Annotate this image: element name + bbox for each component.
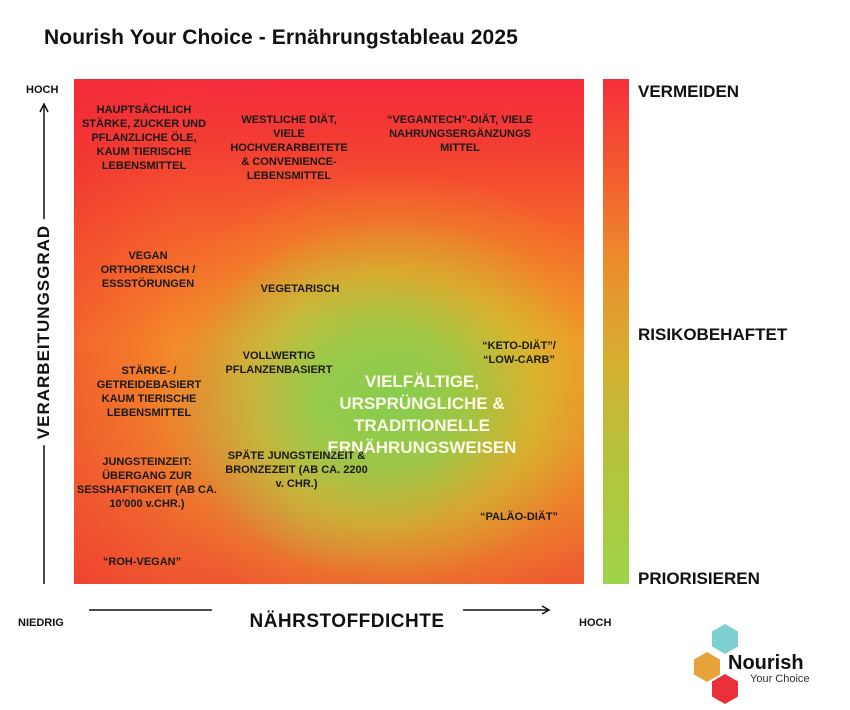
logo-tagline: Your Choice [750, 673, 810, 685]
risk-color-scale [603, 79, 629, 584]
y-axis-label: VERARBEITUNGSGRAD [34, 218, 54, 446]
diet-label-raw-vegan: “ROH-VEGAN” [102, 556, 182, 568]
diet-label-grain-based: STÄRKE- / GETREIDEBASIERT KAUM TIERISCHE… [96, 365, 202, 419]
diet-label-western: WESTLICHE DIÄT, VIELE HOCHVERARBEITETE &… [230, 114, 348, 182]
diet-label-wholefood-plant: VOLLWERTIG PFLANZENBASIERT [225, 350, 333, 376]
diet-matrix-panel: HAUPTSÄCHLICH STÄRKE, ZUCKER UND PFLANZL… [74, 79, 584, 584]
diet-label-late-neolithic: SPÄTE JUNGSTEINZEIT & BRONZEZEIT (AB CA.… [225, 450, 368, 490]
page-title: Nourish Your Choice - Ernährungstableau … [44, 26, 518, 49]
diet-label-vegetarian: VEGETARISCH [260, 283, 340, 295]
diet-label-keto: “KETO-DIÄT”/ “LOW-CARB” [482, 340, 556, 366]
diet-label-neolithic: JUNGSTEINZEIT: ÜBERGANG ZUR SESSHAFTIGKE… [77, 456, 217, 510]
diet-label-vegantech: “VEGANTECH”-DIÄT, VIELE NAHRUNGSERGÄNZUN… [386, 114, 534, 154]
diet-label-starch-sugar: HAUPTSÄCHLICH STÄRKE, ZUCKER UND PFLANZL… [81, 104, 207, 172]
x-axis-left-line [89, 609, 212, 611]
scale-label-prioritize: PRIORISIEREN [638, 569, 760, 588]
x-axis-high-label: HOCH [579, 617, 612, 629]
diet-label-vegan-orthorexic: VEGAN ORTHOREXISCH / ESSSTÖRUNGEN [100, 250, 196, 290]
diet-label-paleo: “PALÄO-DIÄT” [479, 511, 558, 523]
scale-label-avoid: VERMEIDEN [638, 82, 740, 101]
nourish-logo-hexagons [694, 624, 738, 704]
scale-label-risky: RISIKOBEHAFTET [638, 325, 788, 344]
center-highlight-label: VIELFÄLTIGE, URSPRÜNGLICHE & TRADITIONEL… [327, 372, 517, 457]
logo-name: Nourish [728, 652, 804, 674]
x-axis-arrow [463, 605, 551, 615]
x-axis-label: NÄHRSTOFFDICHTE [249, 611, 445, 632]
y-axis-high-label: HOCH [26, 84, 59, 96]
x-axis-low-label: NIEDRIG [18, 617, 64, 629]
